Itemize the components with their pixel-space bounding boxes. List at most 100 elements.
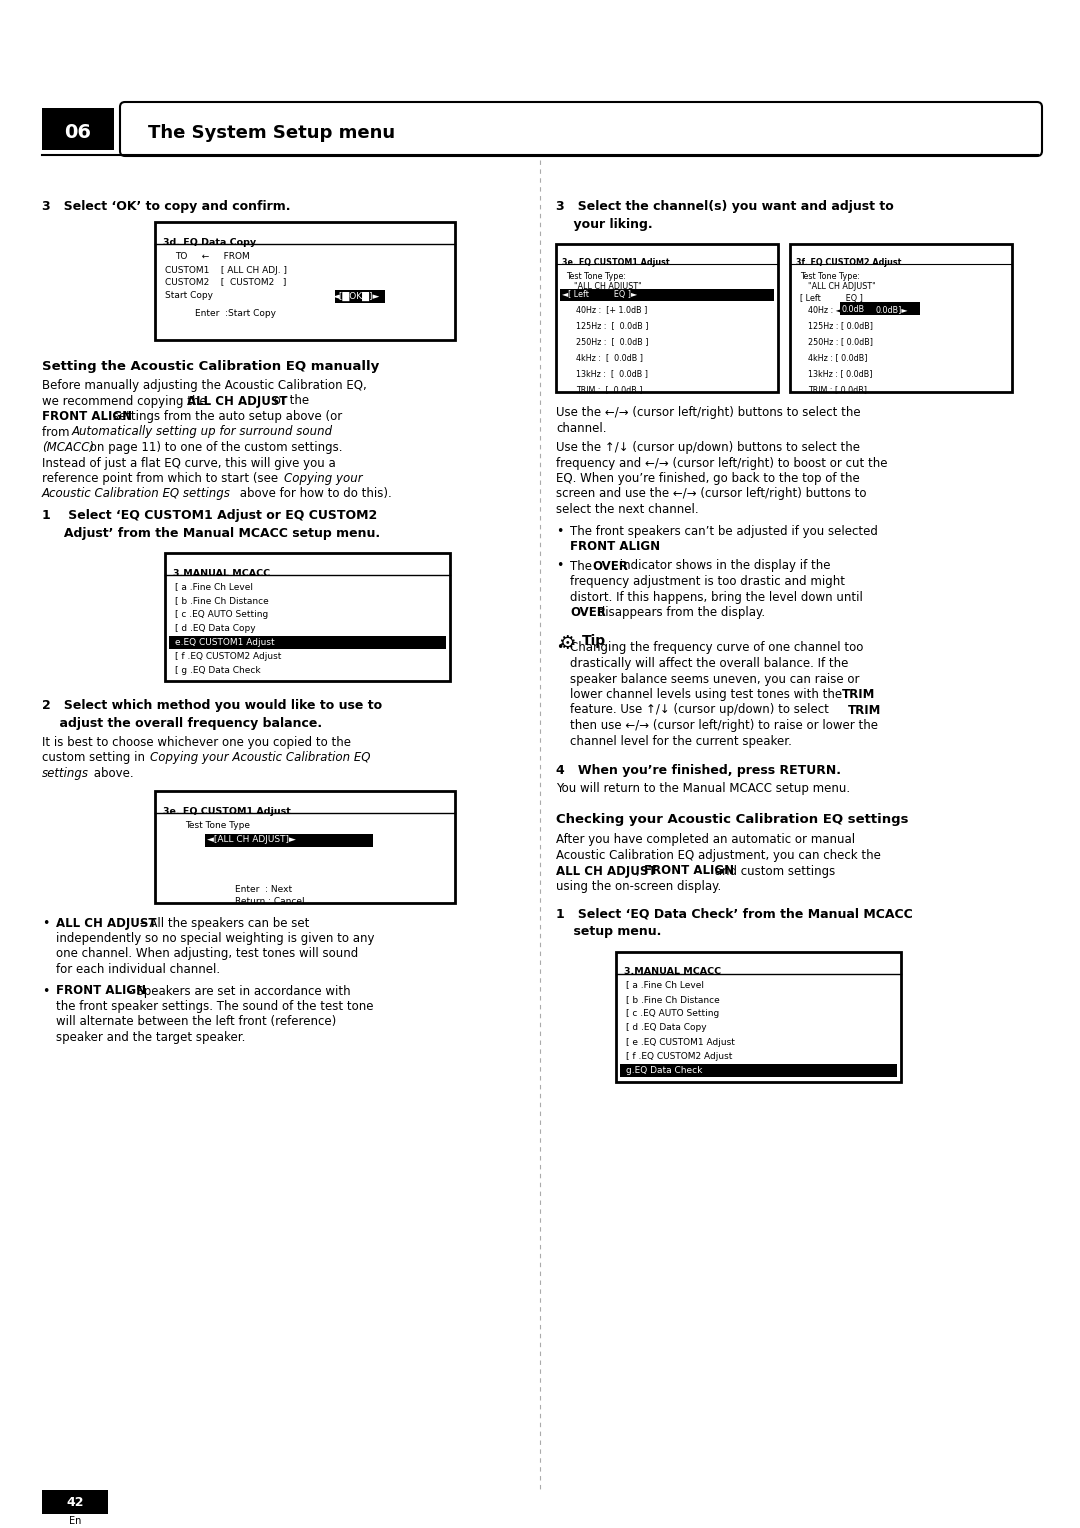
Text: [ f .EQ CUSTOM2 Adjust: [ f .EQ CUSTOM2 Adjust bbox=[626, 1051, 732, 1060]
Text: 06: 06 bbox=[65, 124, 92, 142]
Text: e.EQ CUSTOM1 Adjust: e.EQ CUSTOM1 Adjust bbox=[175, 639, 274, 646]
Text: 40Hz :  [+ 1.0dB ]: 40Hz : [+ 1.0dB ] bbox=[576, 306, 647, 313]
Text: your liking.: your liking. bbox=[556, 219, 652, 231]
Text: or the: or the bbox=[270, 394, 309, 408]
Text: screen and use the ←/→ (cursor left/right) buttons to: screen and use the ←/→ (cursor left/righ… bbox=[556, 487, 866, 501]
Text: Copying your: Copying your bbox=[284, 472, 363, 484]
Text: The System Setup menu: The System Setup menu bbox=[148, 124, 395, 142]
Text: Copying your Acoustic Calibration EQ: Copying your Acoustic Calibration EQ bbox=[150, 752, 370, 764]
Text: feature. Use ↑/↓ (cursor up/down) to select: feature. Use ↑/↓ (cursor up/down) to sel… bbox=[570, 703, 833, 717]
Text: 4kHz :  [  0.0dB ]: 4kHz : [ 0.0dB ] bbox=[576, 353, 643, 362]
Text: 125Hz : [ 0.0dB]: 125Hz : [ 0.0dB] bbox=[808, 321, 873, 330]
Text: frequency adjustment is too drastic and might: frequency adjustment is too drastic and … bbox=[570, 575, 845, 588]
Text: distort. If this happens, bring the level down until: distort. If this happens, bring the leve… bbox=[570, 590, 863, 604]
Text: [ Left          EQ ]: [ Left EQ ] bbox=[800, 293, 863, 303]
Bar bbox=[335, 290, 384, 303]
Text: 3   Select ‘OK’ to copy and confirm.: 3 Select ‘OK’ to copy and confirm. bbox=[42, 200, 291, 212]
Text: Start Copy: Start Copy bbox=[165, 290, 213, 299]
Text: 0.0dB: 0.0dB bbox=[842, 306, 865, 313]
Text: channel.: channel. bbox=[556, 422, 607, 434]
Text: It is best to choose whichever one you copied to the: It is best to choose whichever one you c… bbox=[42, 736, 351, 749]
Text: Use the ←/→ (cursor left/right) buttons to select the: Use the ←/→ (cursor left/right) buttons … bbox=[556, 406, 861, 419]
Text: 4   When you’re finished, press RETURN.: 4 When you’re finished, press RETURN. bbox=[556, 764, 841, 778]
Text: You will return to the Manual MCACC setup menu.: You will return to the Manual MCACC setu… bbox=[556, 782, 850, 795]
Text: settings from the auto setup above (or: settings from the auto setup above (or bbox=[109, 410, 342, 423]
Text: •: • bbox=[556, 524, 564, 538]
Text: TRIM : [ 0.0dB]: TRIM : [ 0.0dB] bbox=[808, 385, 867, 394]
Text: TO     ←     FROM: TO ← FROM bbox=[175, 252, 249, 261]
Text: •: • bbox=[42, 917, 50, 929]
Text: .: . bbox=[637, 539, 640, 553]
Text: Test Tone Type:: Test Tone Type: bbox=[566, 272, 626, 281]
Text: the front speaker settings. The sound of the test tone: the front speaker settings. The sound of… bbox=[56, 999, 374, 1013]
Text: ⚙: ⚙ bbox=[558, 634, 576, 652]
Text: Setting the Acoustic Calibration EQ manually: Setting the Acoustic Calibration EQ manu… bbox=[42, 361, 379, 373]
Text: lower channel levels using test tones with the: lower channel levels using test tones wi… bbox=[570, 688, 846, 701]
Text: Enter  :Start Copy: Enter :Start Copy bbox=[195, 309, 276, 318]
Text: Test Tone Type: Test Tone Type bbox=[185, 821, 249, 830]
Text: [ c .EQ AUTO Setting: [ c .EQ AUTO Setting bbox=[626, 1008, 719, 1018]
Bar bbox=[42, 1490, 108, 1514]
Bar bbox=[840, 303, 920, 315]
Text: CUSTOM1    [ ALL CH ADJ. ]: CUSTOM1 [ ALL CH ADJ. ] bbox=[165, 266, 287, 275]
Text: settings: settings bbox=[42, 767, 89, 779]
Text: Changing the frequency curve of one channel too: Changing the frequency curve of one chan… bbox=[570, 642, 863, 654]
Bar bbox=[165, 553, 450, 681]
Text: •: • bbox=[556, 642, 564, 654]
Text: speaker and the target speaker.: speaker and the target speaker. bbox=[56, 1031, 245, 1044]
Text: [ e .EQ CUSTOM1 Adjust: [ e .EQ CUSTOM1 Adjust bbox=[626, 1038, 734, 1047]
Text: 3f. EQ CUSTOM2 Adjust: 3f. EQ CUSTOM2 Adjust bbox=[796, 258, 902, 267]
Text: for each individual channel.: for each individual channel. bbox=[56, 963, 220, 976]
FancyBboxPatch shape bbox=[120, 102, 1042, 156]
Text: setup menu.: setup menu. bbox=[556, 926, 661, 938]
Text: "ALL CH ADJUST": "ALL CH ADJUST" bbox=[573, 283, 642, 290]
Text: Before manually adjusting the Acoustic Calibration EQ,: Before manually adjusting the Acoustic C… bbox=[42, 379, 367, 393]
Text: frequency and ←/→ (cursor left/right) to boost or cut the: frequency and ←/→ (cursor left/right) to… bbox=[556, 457, 888, 469]
Text: FRONT ALIGN: FRONT ALIGN bbox=[42, 410, 132, 423]
Text: Instead of just a flat EQ curve, this will give you a: Instead of just a flat EQ curve, this wi… bbox=[42, 457, 336, 469]
Text: Use the ↑/↓ (cursor up/down) buttons to select the: Use the ↑/↓ (cursor up/down) buttons to … bbox=[556, 442, 860, 454]
Text: EQ. When you’re finished, go back to the top of the: EQ. When you’re finished, go back to the… bbox=[556, 472, 860, 484]
Text: speaker balance seems uneven, you can raise or: speaker balance seems uneven, you can ra… bbox=[570, 672, 860, 686]
Bar bbox=[156, 222, 455, 341]
Text: ALL CH ADJUST: ALL CH ADJUST bbox=[556, 865, 657, 877]
Text: 3   Select the channel(s) you want and adjust to: 3 Select the channel(s) you want and adj… bbox=[556, 200, 894, 212]
Text: reference point from which to start (see: reference point from which to start (see bbox=[42, 472, 282, 484]
Text: 13kHz : [ 0.0dB]: 13kHz : [ 0.0dB] bbox=[808, 368, 873, 377]
Text: Automatically setting up for surround sound: Automatically setting up for surround so… bbox=[72, 425, 333, 439]
Text: – All the speakers can be set: – All the speakers can be set bbox=[136, 917, 309, 929]
Text: CUSTOM2    [  CUSTOM2   ]: CUSTOM2 [ CUSTOM2 ] bbox=[165, 277, 286, 286]
Text: 250Hz : [ 0.0dB]: 250Hz : [ 0.0dB] bbox=[808, 338, 873, 345]
Bar bbox=[789, 244, 1012, 393]
Text: 3d. EQ Data Copy: 3d. EQ Data Copy bbox=[163, 238, 256, 248]
Text: 3e. EQ CUSTOM1 Adjust: 3e. EQ CUSTOM1 Adjust bbox=[163, 807, 291, 816]
Text: Return : Cancel: Return : Cancel bbox=[235, 897, 305, 906]
Text: ◄[ Left          EQ ]►: ◄[ Left EQ ]► bbox=[562, 290, 637, 299]
Bar bbox=[556, 244, 778, 393]
Text: 42: 42 bbox=[66, 1496, 84, 1508]
Text: 1    Select ‘EQ CUSTOM1 Adjust or EQ CUSTOM2: 1 Select ‘EQ CUSTOM1 Adjust or EQ CUSTOM… bbox=[42, 509, 377, 523]
Text: Adjust’ from the Manual MCACC setup menu.: Adjust’ from the Manual MCACC setup menu… bbox=[42, 527, 380, 539]
Bar bbox=[561, 289, 774, 301]
Text: Checking your Acoustic Calibration EQ settings: Checking your Acoustic Calibration EQ se… bbox=[556, 813, 908, 827]
Text: – Speakers are set in accordance with: – Speakers are set in accordance with bbox=[123, 984, 351, 998]
Text: and custom settings: and custom settings bbox=[711, 865, 835, 877]
Text: channel level for the current speaker.: channel level for the current speaker. bbox=[570, 735, 792, 747]
Text: (MCACC): (MCACC) bbox=[42, 442, 94, 454]
Text: [ c .EQ AUTO Setting: [ c .EQ AUTO Setting bbox=[175, 610, 268, 619]
Text: above for how to do this).: above for how to do this). bbox=[237, 487, 392, 501]
Text: adjust the overall frequency balance.: adjust the overall frequency balance. bbox=[42, 717, 322, 730]
Text: custom setting in: custom setting in bbox=[42, 752, 149, 764]
Text: The front speakers can’t be adjusted if you selected: The front speakers can’t be adjusted if … bbox=[570, 524, 878, 538]
Bar bbox=[205, 833, 373, 847]
Text: OVER: OVER bbox=[570, 607, 606, 619]
Text: •: • bbox=[556, 559, 564, 573]
Text: ◄[ALL CH ADJUST]►: ◄[ALL CH ADJUST]► bbox=[207, 836, 296, 845]
Text: independently so no special weighting is given to any: independently so no special weighting is… bbox=[56, 932, 375, 944]
Text: using the on-screen display.: using the on-screen display. bbox=[556, 880, 721, 892]
Text: ALL CH ADJUST: ALL CH ADJUST bbox=[187, 394, 287, 408]
Text: we recommend copying the: we recommend copying the bbox=[42, 394, 211, 408]
Bar bbox=[168, 636, 446, 649]
Bar bbox=[156, 790, 455, 903]
Text: "ALL CH ADJUST": "ALL CH ADJUST" bbox=[808, 283, 876, 290]
